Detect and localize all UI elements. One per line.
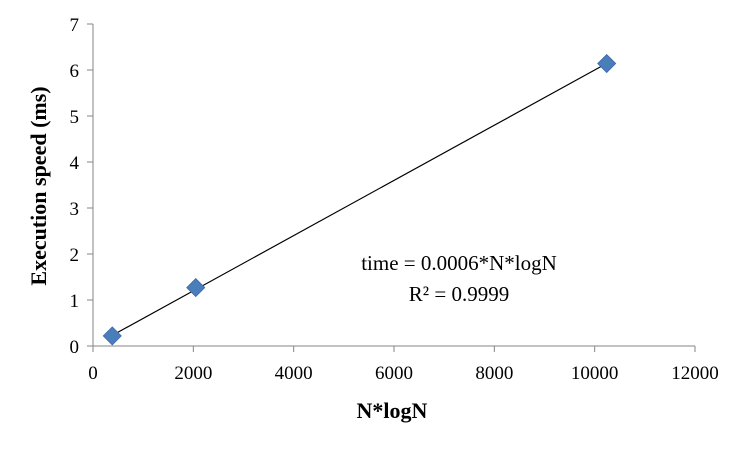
trendline [111,62,607,336]
x-tick-label: 8000 [475,363,513,384]
data-point [186,278,206,298]
x-tick-label: 0 [88,363,98,384]
y-tick-label: 3 [70,199,80,220]
y-tick-label: 7 [70,15,80,36]
y-tick-label: 6 [70,61,80,82]
x-tick-label: 10000 [571,363,619,384]
y-tick-label: 4 [70,153,80,174]
chart-trendline-group [111,62,607,336]
x-tick-label: 12000 [671,363,719,384]
x-tick-label: 4000 [275,363,313,384]
y-axis-title: Execution speed (ms) [26,86,51,285]
y-tick-label: 1 [70,291,80,312]
chart-points [102,53,617,346]
x-tick-label: 6000 [375,363,413,384]
data-point [102,326,122,346]
y-tick-label: 2 [70,245,80,266]
y-tick-label: 0 [70,337,80,358]
x-axis-title: N*logN [357,398,428,423]
y-tick-label: 5 [70,107,80,128]
data-point [597,53,617,74]
r-squared-annotation: R² = 0.9999 [409,282,509,306]
chart-axes [92,24,695,347]
equation-annotation: time = 0.0006*N*logN [361,251,557,275]
chart-ticks: 0 1 2 3 4 5 6 7 0 2000 4000 6000 8000 10000 12000 [70,15,719,384]
x-tick-label: 2000 [174,363,212,384]
